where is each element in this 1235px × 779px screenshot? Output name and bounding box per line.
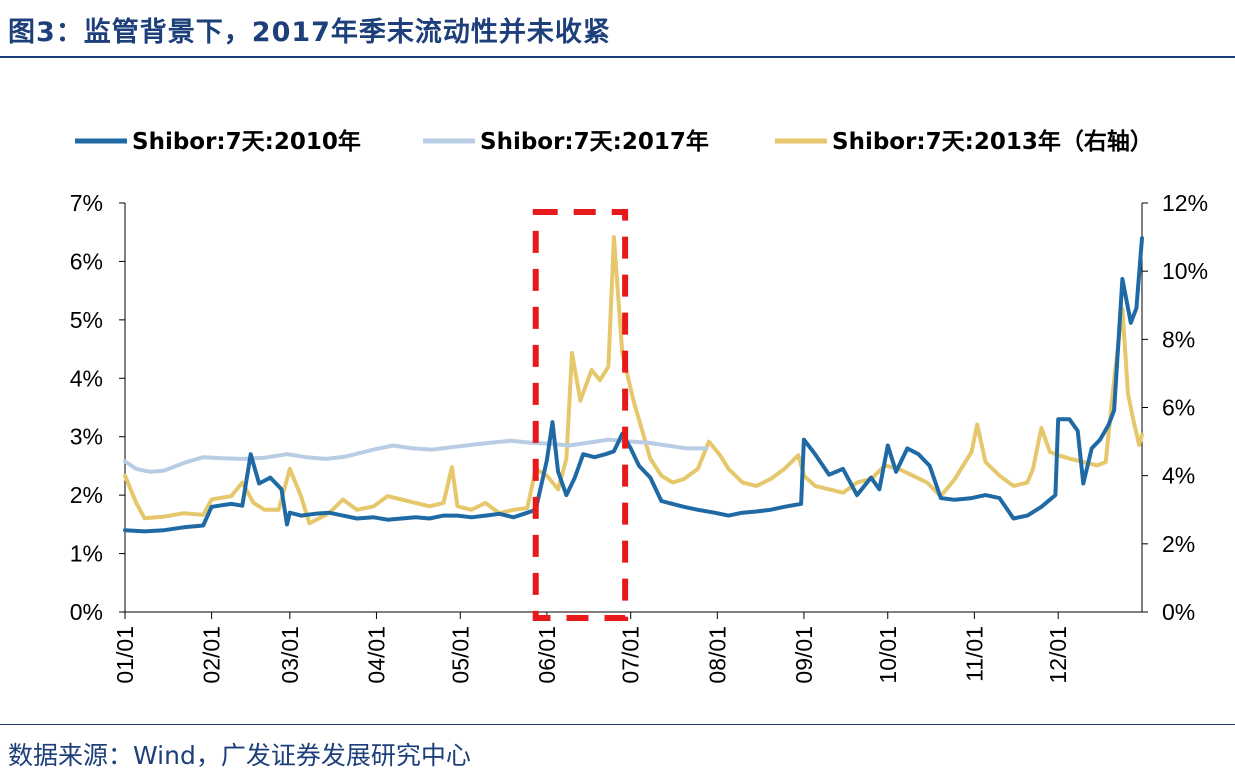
y-left-tick-label: 5% bbox=[70, 307, 103, 333]
chart-axes: 0% 1% 2% 3% 4% 5% 6% 7% 0% 2% 4% 6% 8% 10% 12% 01/01 02/… bbox=[70, 190, 1208, 684]
y-left-tick-label: 1% bbox=[70, 541, 103, 567]
x-tick-label: 02/01 bbox=[199, 626, 225, 684]
series-line-2 bbox=[123, 437, 709, 474]
x-tick-label: 11/01 bbox=[961, 626, 987, 682]
y-left-tick-label: 2% bbox=[70, 482, 103, 508]
y-left-tick-label: 6% bbox=[70, 248, 103, 274]
legend-label-3: Shibor:7天:2013年（右轴） bbox=[832, 128, 1153, 155]
legend-label-1: Shibor:7天:2010年 bbox=[132, 128, 361, 155]
y-right-tick-label: 0% bbox=[1162, 599, 1195, 625]
series-line-3 bbox=[123, 235, 1144, 526]
x-tick-label: 08/01 bbox=[704, 626, 730, 684]
x-tick-label: 09/01 bbox=[791, 626, 817, 684]
x-tick-label: 12/01 bbox=[1045, 626, 1071, 684]
y-left-tick-label: 3% bbox=[70, 424, 103, 450]
highlight-dashed-box bbox=[532, 209, 629, 621]
y-right-tick-label: 8% bbox=[1162, 326, 1195, 352]
y-left-tick-label: 7% bbox=[70, 190, 103, 216]
x-tick-label: 05/01 bbox=[447, 626, 473, 684]
line-chart: Shibor:7天:2010年 Shibor:7天:2017年 Shibor:7天:… bbox=[70, 128, 1208, 684]
y-right-tick-label: 2% bbox=[1162, 531, 1195, 557]
title-divider bbox=[0, 56, 1235, 58]
y-right-tick-label: 12% bbox=[1162, 190, 1208, 216]
data-source: 数据来源：Wind，广发证券发展研究中心 bbox=[8, 741, 471, 770]
legend-label-2: Shibor:7天:2017年 bbox=[480, 128, 709, 155]
x-tick-label: 07/01 bbox=[618, 626, 644, 684]
y-right-tick-label: 6% bbox=[1162, 395, 1195, 421]
series-line-1 bbox=[123, 236, 1144, 534]
highlight-layer bbox=[532, 209, 629, 621]
source-divider bbox=[0, 724, 1235, 725]
x-tick-label: 01/01 bbox=[112, 626, 138, 684]
y-left-tick-label: 0% bbox=[70, 599, 103, 625]
y-right-tick-label: 4% bbox=[1162, 463, 1195, 489]
x-tick-label: 04/01 bbox=[363, 626, 389, 684]
x-tick-label: 06/01 bbox=[534, 626, 560, 684]
x-tick-label: 03/01 bbox=[277, 626, 303, 684]
y-left-tick-label: 4% bbox=[70, 365, 103, 391]
figure-title: 图3：监管背景下，2017年季末流动性并未收紧 bbox=[8, 17, 611, 48]
x-tick-label: 10/01 bbox=[875, 626, 901, 684]
series-layer bbox=[123, 235, 1144, 534]
chart-legend: Shibor:7天:2010年 Shibor:7天:2017年 Shibor:7天:… bbox=[75, 128, 1153, 155]
y-right-tick-label: 10% bbox=[1162, 258, 1208, 284]
